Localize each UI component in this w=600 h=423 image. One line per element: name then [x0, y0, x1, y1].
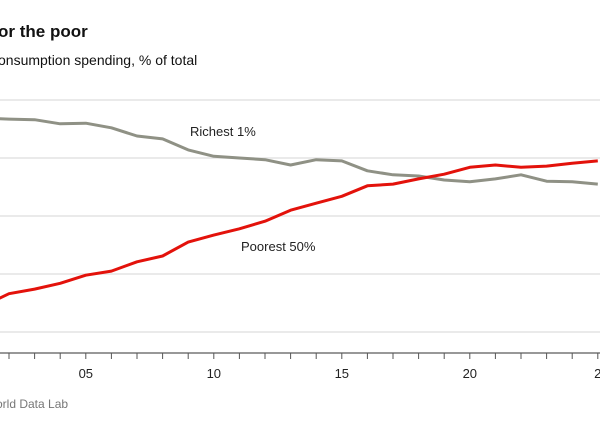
series-label: Poorest 50%	[241, 239, 316, 254]
x-tick-label: 20	[463, 366, 477, 381]
x-tick-label: 10	[207, 366, 221, 381]
series-label: Richest 1%	[190, 124, 256, 139]
series-line-poorest	[0, 159, 598, 300]
series-line-richest	[0, 117, 598, 186]
chart-title: or the poor	[0, 22, 88, 41]
x-tick-label: 2	[594, 366, 600, 381]
source-note: orld Data Lab	[0, 397, 69, 411]
x-tick-label: 15	[335, 366, 349, 381]
chart-subtitle: onsumption spending, % of total	[0, 52, 198, 68]
x-tick-label: 05	[79, 366, 93, 381]
